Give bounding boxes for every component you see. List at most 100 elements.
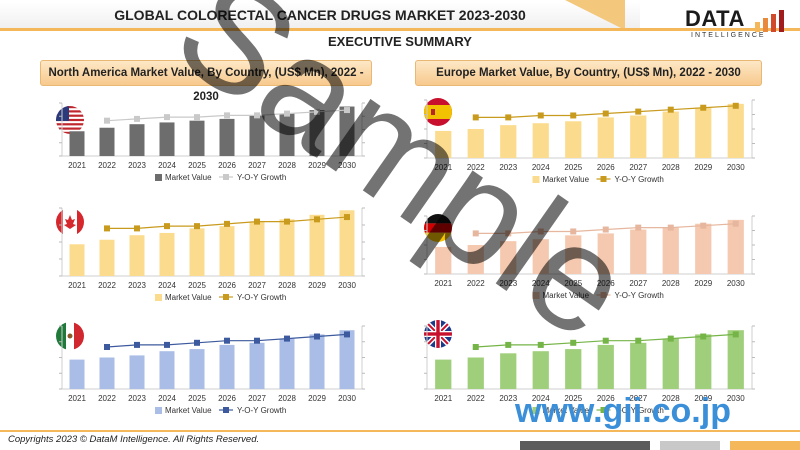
growth-point — [194, 339, 200, 346]
growth-point — [667, 335, 674, 342]
logo-bars-icon — [755, 10, 784, 32]
bar-2023 — [129, 355, 145, 389]
legend-swatch-market — [155, 407, 162, 414]
legend-market-value: Market Value — [165, 173, 212, 182]
x-tick-label: 2021 — [434, 163, 452, 172]
bar-2028 — [279, 113, 295, 156]
footer-divider — [0, 430, 800, 432]
legend-market-value: Market Value — [543, 291, 590, 300]
legend-swatch-market — [155, 294, 162, 301]
bar-2028 — [662, 111, 679, 158]
x-tick-label: 2022 — [467, 279, 485, 288]
bar-2027 — [249, 221, 265, 276]
x-tick-label: 2030 — [727, 394, 745, 403]
growth-point — [505, 230, 512, 237]
datam-logo: DATA INTELLIGENCE — [685, 4, 795, 46]
x-tick-label: 2021 — [68, 161, 86, 170]
x-tick-label: 2026 — [218, 161, 236, 170]
growth-point — [505, 114, 512, 121]
legend-swatch-market — [532, 176, 540, 183]
legend-market-value: Market Value — [543, 406, 590, 415]
logo-sub-text: INTELLIGENCE — [691, 32, 766, 39]
bar-2021 — [435, 359, 452, 389]
x-tick-label: 2028 — [278, 281, 296, 290]
x-tick-label: 2026 — [218, 281, 236, 290]
legend-yoy-growth: Y-O-Y Growth — [237, 293, 286, 302]
x-tick-label: 2028 — [662, 279, 680, 288]
x-tick-label: 2030 — [727, 279, 745, 288]
legend-swatch-market — [532, 292, 540, 299]
growth-point — [602, 337, 609, 344]
x-tick-label: 2029 — [694, 163, 712, 172]
x-tick-label: 2022 — [98, 281, 116, 290]
growth-point — [537, 228, 544, 235]
x-tick-label: 2030 — [727, 163, 745, 172]
x-tick-label: 2023 — [499, 163, 517, 172]
bar-2024 — [159, 232, 175, 276]
legend-market-value: Market Value — [165, 406, 212, 415]
growth-point — [134, 341, 140, 348]
bar-2021 — [435, 130, 452, 158]
growth-point — [314, 333, 320, 340]
bar-2024 — [159, 351, 175, 389]
growth-point — [472, 344, 479, 350]
growth-point — [667, 106, 674, 113]
bar-2022 — [467, 245, 484, 274]
x-tick-label: 2027 — [629, 163, 647, 172]
legend-yoy-growth: Y-O-Y Growth — [237, 406, 286, 415]
legend-swatch-market — [532, 407, 540, 414]
x-tick-label: 2025 — [188, 281, 206, 290]
growth-point — [635, 108, 642, 115]
bar-2025 — [189, 349, 205, 389]
legend-yoy-growth: Y-O-Y Growth — [615, 406, 664, 415]
bar-2026 — [219, 344, 235, 389]
growth-point — [284, 110, 290, 117]
x-tick-label: 2029 — [694, 279, 712, 288]
legend-yoy-growth: Y-O-Y Growth — [237, 173, 286, 182]
x-tick-label: 2027 — [248, 161, 266, 170]
bar-2028 — [279, 219, 295, 276]
x-tick-label: 2022 — [98, 161, 116, 170]
x-tick-label: 2028 — [278, 161, 296, 170]
growth-point — [194, 114, 200, 121]
top-bar: GLOBAL COLORECTAL CANCER DRUGS MARKET 20… — [0, 0, 800, 31]
growth-point — [164, 114, 170, 121]
x-tick-label: 2024 — [532, 163, 550, 172]
bar-2022 — [99, 239, 115, 276]
x-tick-label: 2022 — [98, 394, 116, 403]
growth-point — [224, 337, 230, 344]
x-tick-label: 2029 — [308, 161, 326, 170]
legend-yoy-growth: Y-O-Y Growth — [615, 175, 664, 184]
spain-chart: 2021 2022 2023 2024 2025 2026 2027 2028 2029 2030… — [424, 99, 755, 184]
europe-panel-title: Europe Market Value, By Country, (US$ Mn… — [415, 60, 762, 86]
growth-point — [635, 337, 642, 344]
legend-market-value: Market Value — [165, 293, 212, 302]
growth-point — [314, 216, 320, 223]
copyright-text: Copyrights 2023 © DataM Intelligence. Al… — [8, 434, 260, 445]
x-tick-label: 2025 — [564, 394, 582, 403]
growth-point — [472, 230, 479, 237]
growth-point — [164, 341, 170, 348]
x-tick-label: 2030 — [338, 394, 356, 403]
legend-swatch-growth — [600, 292, 607, 298]
bar-2021 — [69, 359, 85, 389]
growth-point — [732, 102, 739, 109]
bar-2026 — [219, 118, 235, 156]
x-tick-label: 2021 — [68, 394, 86, 403]
x-tick-label: 2023 — [499, 279, 517, 288]
growth-point — [254, 337, 260, 344]
growth-point — [104, 117, 110, 124]
growth-point — [134, 115, 140, 122]
x-tick-label: 2025 — [564, 163, 582, 172]
bar-2030 — [339, 210, 355, 276]
bar-2027 — [249, 115, 265, 156]
x-tick-label: 2024 — [532, 279, 550, 288]
x-tick-label: 2029 — [308, 394, 326, 403]
growth-point — [344, 214, 350, 221]
logo-main-text: DATA — [685, 6, 745, 31]
growth-point — [635, 224, 642, 231]
growth-point — [537, 112, 544, 119]
growth-point — [700, 333, 707, 340]
x-tick-label: 2021 — [434, 279, 452, 288]
growth-point — [700, 104, 707, 111]
